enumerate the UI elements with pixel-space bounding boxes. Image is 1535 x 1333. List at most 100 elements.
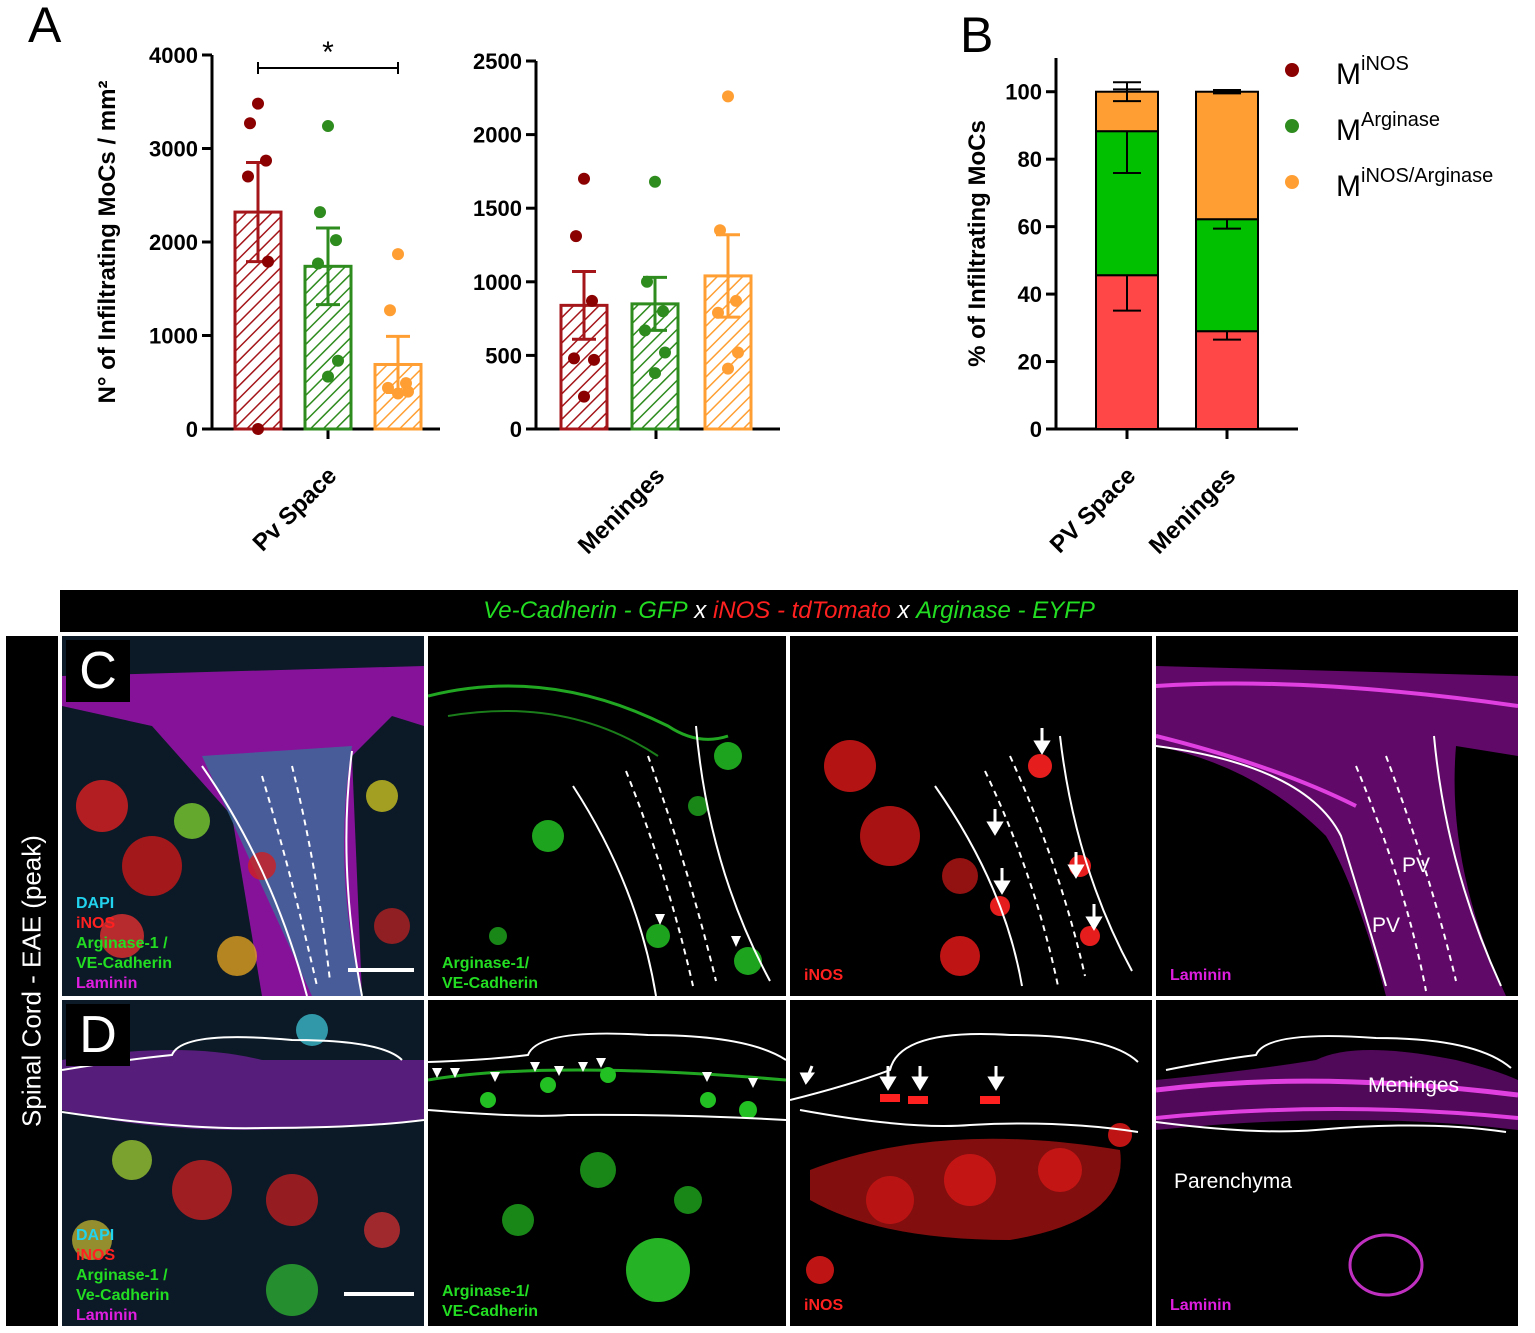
data-point <box>588 353 600 366</box>
magenta-legend-c: Laminin <box>1170 967 1232 984</box>
green-legend-d: Arginase-1/ VE-Cadherin <box>442 1282 538 1322</box>
data-point <box>639 324 651 337</box>
data-point <box>732 346 744 359</box>
data-point <box>392 248 404 261</box>
y-tick-label: 20 <box>1018 350 1042 375</box>
legend-vecad: VE-Cadherin <box>76 955 173 972</box>
data-point <box>260 154 272 167</box>
legend-label: MiNOS <box>1336 53 1409 91</box>
legend-marker <box>1285 63 1299 77</box>
y-tick-label: 1000 <box>149 324 198 349</box>
x-tick-label: Meninges <box>1144 462 1241 559</box>
data-point <box>314 206 326 219</box>
magenta-legend-d: Laminin <box>1170 1297 1232 1314</box>
x-tick-label: Meninges <box>573 462 670 559</box>
data-point <box>252 97 264 110</box>
red-legend-d: iNOS <box>804 1297 844 1314</box>
data-point <box>322 370 334 383</box>
data-point <box>722 362 734 375</box>
merge-legend-d: DAPI iNOS Arginase-1 / Ve-Cadherin Lamin… <box>76 1226 169 1326</box>
micro-d-magenta-image <box>1156 1035 1518 1297</box>
data-point <box>382 381 394 394</box>
legend-green-line1: Arginase-1/ <box>442 955 530 972</box>
scale-bar-d <box>344 1292 414 1296</box>
data-point <box>384 304 396 317</box>
data-point <box>641 275 653 288</box>
data-point <box>244 117 256 130</box>
panel-letter-d: D <box>66 1004 130 1066</box>
legend-d-inos: iNOS <box>76 1247 116 1264</box>
micro-c-magenta-image <box>1156 666 1518 996</box>
chart-b-stacked: 0 20 40 60 80 100 % of Infiltrating MoCs PV Spa… <box>964 53 1493 560</box>
stacked-segment <box>1195 218 1259 333</box>
micro-c-merge-image <box>62 636 424 996</box>
scale-bar-c <box>348 968 414 972</box>
data-point <box>649 367 661 380</box>
red-legend-c: iNOS <box>804 967 844 984</box>
data-point <box>252 423 264 435</box>
y-tick-label: 80 <box>1018 147 1042 172</box>
data-point <box>712 306 724 319</box>
y-tick-label: 3000 <box>149 137 198 162</box>
y-tick-label: 0 <box>510 417 522 442</box>
green-legend-c: Arginase-1/ VE-Cadherin <box>442 954 538 994</box>
data-point <box>578 390 590 403</box>
y-axis-label: % of Infiltrating MoCs <box>964 120 991 367</box>
chart-a-meninges: 0 500 1000 1500 2000 2500 Meninges <box>473 49 780 560</box>
legend-laminin: Laminin <box>76 975 138 992</box>
panel-letter-c: C <box>66 640 130 702</box>
y-tick-label: 40 <box>1018 282 1042 307</box>
x-tick-label: Pv Space <box>248 462 343 557</box>
row-label-banner: Spinal Cord - EAE (peak) <box>6 636 58 1326</box>
micro-d-green-image <box>428 1032 786 1302</box>
parenchyma-tag: Parenchyma <box>1174 1170 1292 1193</box>
legend-label: MiNOS/Arginase <box>1336 165 1493 203</box>
y-tick-label: 0 <box>186 417 198 442</box>
y-tick-label: 0 <box>1030 417 1042 442</box>
data-point <box>322 120 334 133</box>
legend-d-green-line2: VE-Cadherin <box>442 1303 539 1320</box>
legend-green-line2: VE-Cadherin <box>442 975 539 992</box>
merge-legend-c: DAPI iNOS Arginase-1 / VE-Cadherin Lamin… <box>76 894 172 994</box>
micro-d-merge: DAPI iNOS Arginase-1 / Ve-Cadherin Lamin… <box>62 1000 424 1326</box>
micro-d-merge-image <box>62 1000 424 1326</box>
genotype-x1: x <box>687 597 713 624</box>
legend-dapi: DAPI <box>76 895 115 912</box>
legend-d-laminin: Laminin <box>76 1307 138 1324</box>
y-tick-label: 500 <box>485 343 522 368</box>
genotype-arginase: Arginase - EYFP <box>916 597 1095 624</box>
pv-tag-2: PV <box>1372 914 1401 937</box>
y-tick-label: 60 <box>1018 215 1042 240</box>
genotype-inos: iNOS - tdTomato <box>712 597 891 624</box>
data-point <box>332 354 344 367</box>
legend-d-green-line1: Arginase-1/ <box>442 1283 530 1300</box>
data-point <box>657 305 669 318</box>
data-point <box>242 170 254 183</box>
y-tick-label: 2000 <box>149 230 198 255</box>
data-point <box>730 294 742 307</box>
legend-arginase: Arginase-1 / <box>76 935 168 952</box>
data-point <box>659 346 671 359</box>
micro-d-magenta: Meninges Parenchyma Laminin <box>1156 1000 1518 1326</box>
genotype-vecad: Ve-Cadherin - GFP <box>483 597 688 624</box>
y-tick-label: 100 <box>1005 80 1042 105</box>
data-point <box>402 385 414 398</box>
data-point <box>649 175 661 188</box>
data-point <box>722 90 734 103</box>
micro-c-green: Arginase-1/ VE-Cadherin <box>428 636 786 996</box>
x-tick-label: PV Space <box>1045 462 1141 558</box>
data-point <box>568 352 580 365</box>
data-point <box>578 172 590 185</box>
data-point <box>312 257 324 270</box>
stacked-segment <box>1195 90 1259 221</box>
legend-d-dapi: DAPI <box>76 1227 115 1244</box>
legend-label: MArginase <box>1336 109 1440 147</box>
row-label: Spinal Cord - EAE (peak) <box>16 835 47 1127</box>
legend-d-arginase: Arginase-1 / <box>76 1267 168 1284</box>
panel-letter-a: A <box>28 0 62 53</box>
data-point <box>330 234 342 247</box>
y-tick-label: 1500 <box>473 196 522 221</box>
y-tick-label: 1000 <box>473 270 522 295</box>
chart-a-pv-space: 0 1000 2000 3000 4000 Pv Space N° of Infiltrat… <box>94 36 440 557</box>
micro-c-green-image <box>428 684 771 996</box>
